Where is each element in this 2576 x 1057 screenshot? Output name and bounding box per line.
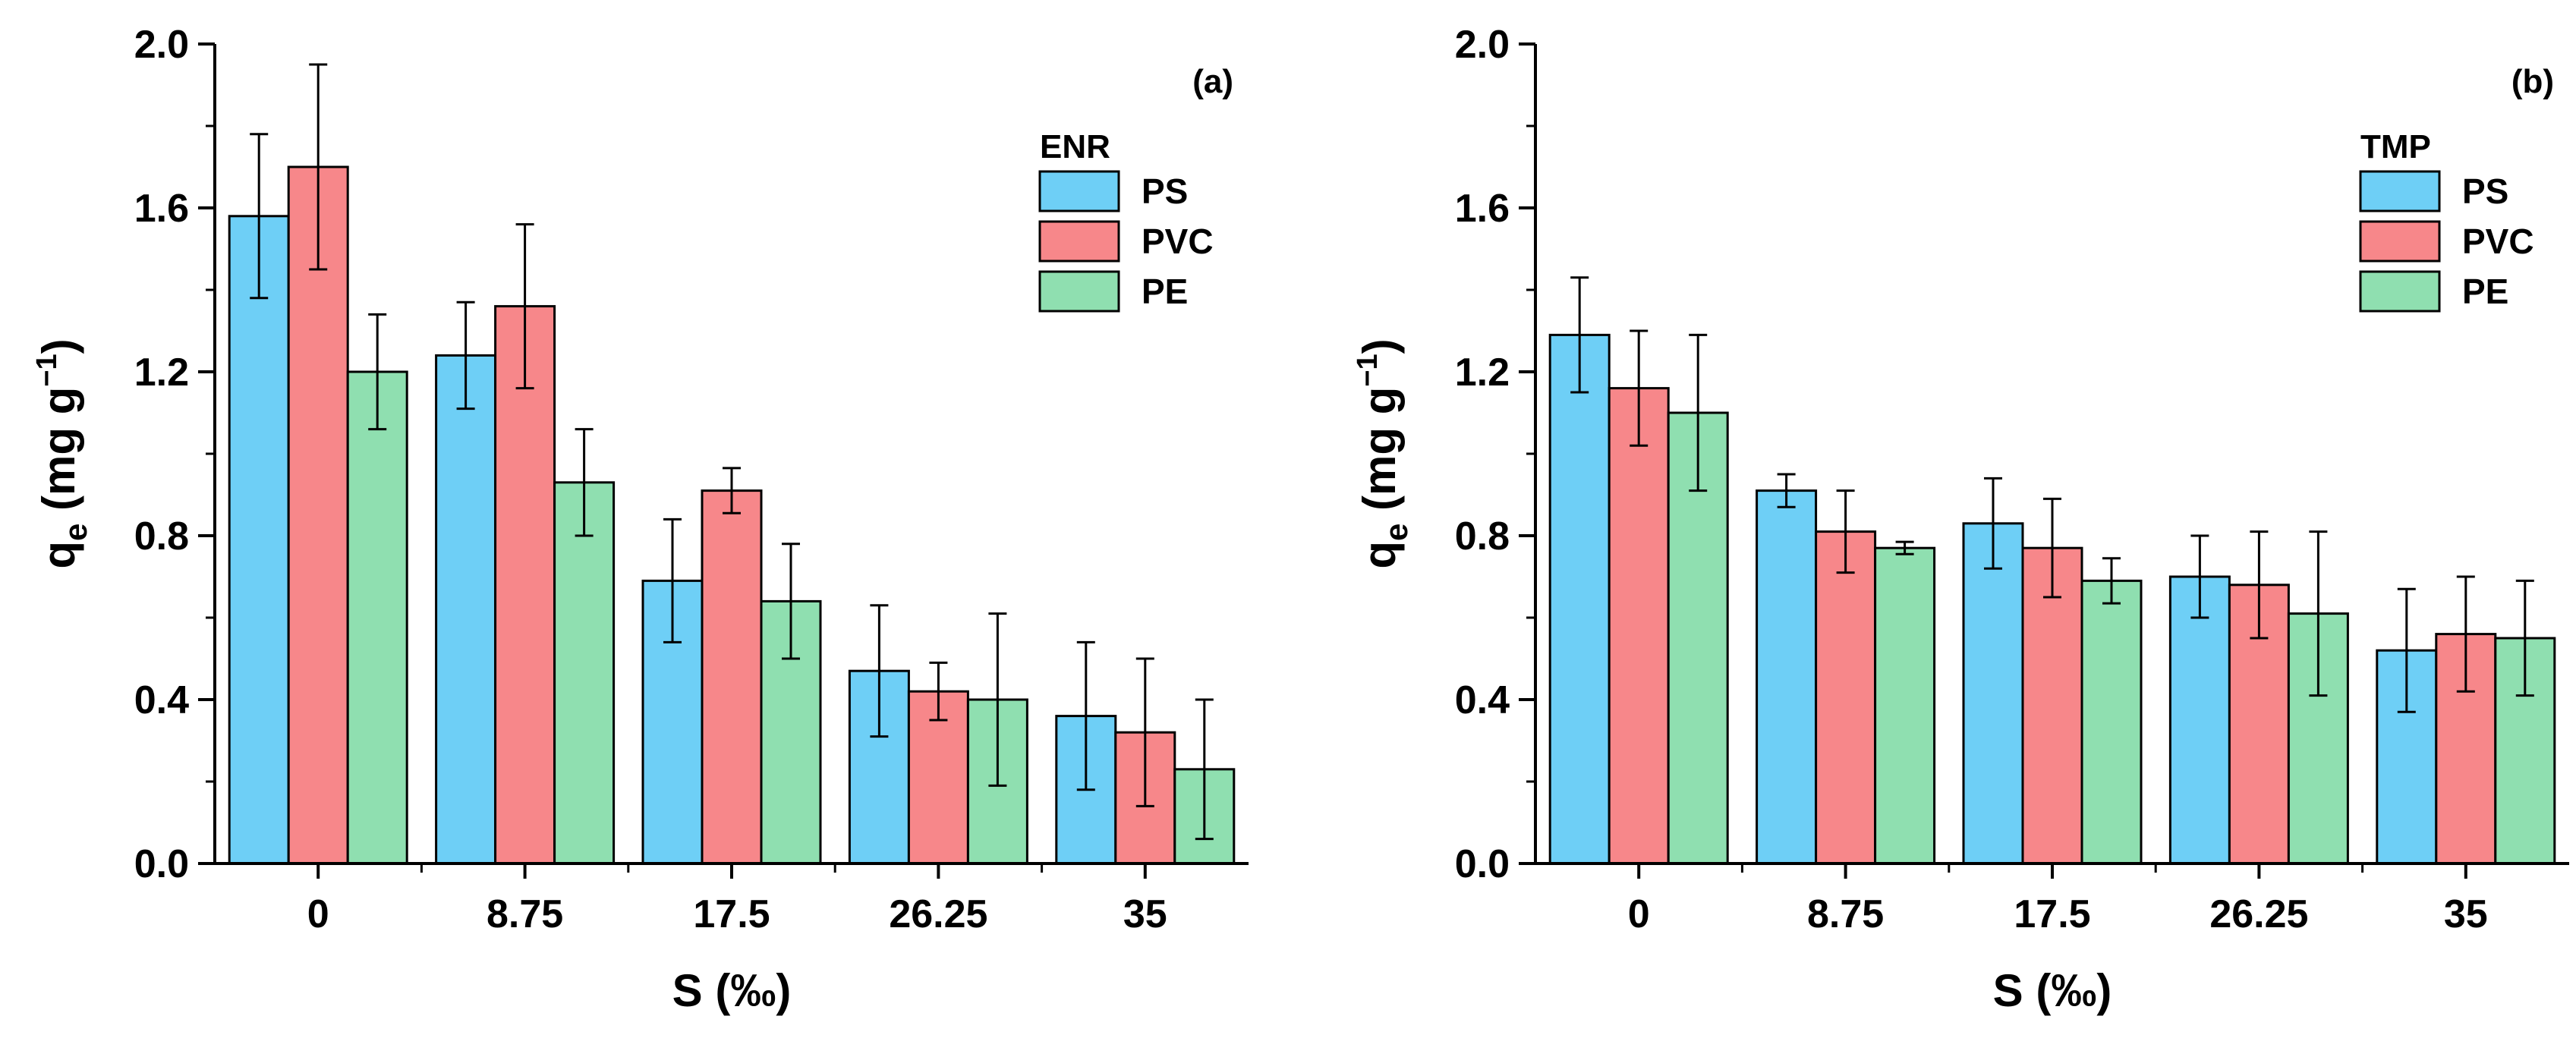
legend-swatch-pvc xyxy=(1038,220,1120,263)
y-axis-title-sub: e xyxy=(58,524,93,541)
x-tick-label: 0 xyxy=(1628,892,1650,936)
bar-pvc-0 xyxy=(1608,387,1670,865)
y-axis-title-units: (mg g xyxy=(33,387,84,524)
x-axis-title: S (‰) xyxy=(672,965,792,1016)
y-axis-title-exp: −1 xyxy=(31,354,63,386)
y-axis-title-sub: e xyxy=(1378,524,1414,541)
x-tick-label: 35 xyxy=(2444,892,2488,936)
panel-label: (b) xyxy=(2511,63,2554,100)
bar-ps-0 xyxy=(228,215,290,865)
y-axis-title-q: q xyxy=(33,541,84,569)
x-tick-label: 17.5 xyxy=(2014,892,2090,936)
legend-swatch-pe xyxy=(1038,270,1120,313)
bar-ps-1 xyxy=(435,354,497,865)
x-tick-label: 8.75 xyxy=(1807,892,1884,936)
bar-ps-2 xyxy=(1962,522,2024,865)
x-tick-label: 8.75 xyxy=(487,892,563,936)
bar-pvc-2 xyxy=(2021,546,2083,865)
chart-panel-a: 0.0 0.4 0.8 1.2 1.6 2.0 0 8.75 17.5 26.25 35 S (‰) q… xyxy=(31,23,1249,1016)
bar-pvc-0 xyxy=(287,165,349,865)
y-axis-title: qe (mg g−1) xyxy=(1352,338,1414,568)
bar-pvc-2 xyxy=(701,489,763,865)
y-tick-label: 0.0 xyxy=(1455,842,1510,886)
chart-panel-b: 0.0 0.4 0.8 1.2 1.6 2.0 0 8.75 17.5 26.25 35 S (‰) q… xyxy=(1352,23,2569,1016)
legend-label-ps: PS xyxy=(1142,171,1188,211)
legend-swatch-pvc xyxy=(2359,220,2441,263)
y-tick-label: 0.4 xyxy=(1455,678,1510,722)
y-tick-label: 2.0 xyxy=(1455,23,1510,67)
x-tick-label: 26.25 xyxy=(2209,892,2308,936)
bar-ps-1 xyxy=(1756,489,1818,865)
bar-pe-0 xyxy=(346,370,408,865)
y-axis-title-q: q xyxy=(1354,541,1405,569)
y-axis-title-close: ) xyxy=(1354,338,1405,354)
y-tick-label: 1.6 xyxy=(134,187,189,231)
y-tick-label: 0.0 xyxy=(134,842,189,886)
y-tick-label: 1.2 xyxy=(1455,351,1510,395)
bar-pvc-1 xyxy=(494,305,556,865)
legend-title: TMP xyxy=(2360,128,2431,165)
legend-label-pe: PE xyxy=(2462,272,2508,311)
y-tick-label: 0.4 xyxy=(134,678,189,722)
x-tick-label: 0 xyxy=(307,892,329,936)
y-axis-title-exp: −1 xyxy=(1352,354,1384,386)
bar-pe-3 xyxy=(2287,612,2349,865)
legend-swatch-ps xyxy=(1038,170,1120,212)
legend-swatch-pe xyxy=(2359,270,2441,313)
legend-swatch-ps xyxy=(2359,170,2441,212)
legend-title: ENR xyxy=(1040,128,1110,165)
y-axis-title-units: (mg g xyxy=(1354,387,1405,524)
bar-pe-2 xyxy=(2080,579,2143,865)
bar-ps-3 xyxy=(2168,575,2231,865)
x-tick-label: 35 xyxy=(1123,892,1167,936)
y-tick-label: 0.8 xyxy=(1455,514,1510,558)
legend-label-pe: PE xyxy=(1142,272,1188,311)
panel-label: (a) xyxy=(1192,63,1233,100)
x-tick-label: 17.5 xyxy=(693,892,770,936)
y-tick-label: 1.2 xyxy=(134,351,189,395)
y-axis-title: qe (mg g−1) xyxy=(31,338,93,568)
bar-ps-0 xyxy=(1548,333,1611,865)
y-axis-title-close: ) xyxy=(33,338,84,354)
y-tick-label: 2.0 xyxy=(134,23,189,67)
legend-label-pvc: PVC xyxy=(2462,222,2534,261)
x-axis-title: S (‰) xyxy=(1993,965,2112,1016)
bar-pe-1 xyxy=(553,481,616,865)
bar-pvc-1 xyxy=(1815,530,1877,865)
legend-label-pvc: PVC xyxy=(1142,222,1214,261)
legend-label-ps: PS xyxy=(2462,171,2508,211)
x-tick-label: 26.25 xyxy=(889,892,987,936)
bar-pe-1 xyxy=(1874,546,1936,865)
y-tick-label: 1.6 xyxy=(1455,187,1510,231)
y-tick-label: 0.8 xyxy=(134,514,189,558)
